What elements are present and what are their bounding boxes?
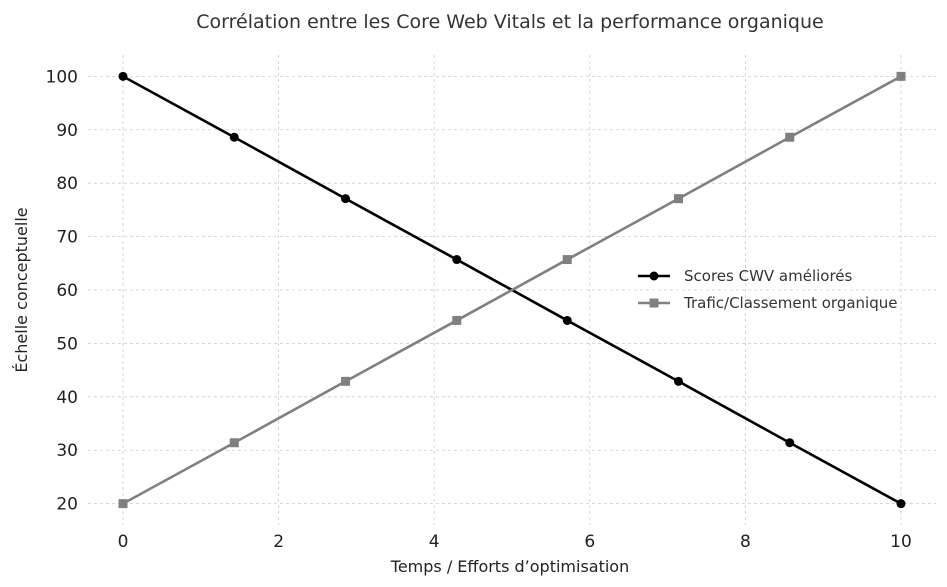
- y-axis-ticks: 20 30 40 50 60 70 80 90 100: [46, 67, 78, 514]
- data-point: [673, 194, 683, 204]
- data-point: [341, 376, 351, 386]
- legend-item: Scores CWV améliorés: [638, 267, 853, 285]
- y-tick-label: 40: [56, 388, 78, 408]
- x-tick-label: 2: [273, 532, 284, 552]
- data-point: [785, 132, 795, 142]
- data-point: [118, 499, 128, 509]
- legend-item: Trafic/Classement organique: [638, 294, 897, 312]
- y-tick-label: 60: [56, 281, 78, 301]
- data-point: [562, 315, 572, 325]
- x-tick-label: 0: [118, 532, 129, 552]
- legend-label: Scores CWV améliorés: [684, 267, 853, 285]
- legend-marker: [649, 271, 659, 281]
- series-layer: [118, 71, 906, 509]
- x-tick-label: 4: [429, 532, 440, 552]
- y-axis-label: Échelle conceptuelle: [12, 207, 31, 372]
- chart-title: Corrélation entre les Core Web Vitals et…: [196, 11, 823, 33]
- x-axis-label: Temps / Efforts d’optimisation: [390, 557, 629, 576]
- data-point: [562, 255, 572, 265]
- x-tick-label: 10: [890, 532, 912, 552]
- data-point: [452, 255, 462, 265]
- data-point: [673, 376, 683, 386]
- data-point: [785, 438, 795, 448]
- y-tick-label: 80: [56, 174, 78, 194]
- y-tick-label: 90: [56, 121, 78, 141]
- y-tick-label: 100: [46, 67, 78, 87]
- x-tick-label: 6: [584, 532, 595, 552]
- y-tick-label: 50: [56, 334, 78, 354]
- data-point: [229, 132, 239, 142]
- data-point: [118, 71, 128, 81]
- data-point: [452, 315, 462, 325]
- y-tick-label: 70: [56, 228, 78, 248]
- x-axis-ticks: 0 2 4 6 8 10: [118, 532, 912, 552]
- legend: Scores CWV améliorés Trafic/Classement or…: [638, 267, 897, 312]
- grid: [88, 55, 936, 525]
- data-point: [896, 499, 906, 509]
- y-tick-label: 20: [56, 495, 78, 515]
- data-point: [896, 71, 906, 81]
- y-tick-label: 30: [56, 441, 78, 461]
- series-line: [122, 75, 902, 505]
- x-tick-label: 8: [740, 532, 751, 552]
- legend-label: Trafic/Classement organique: [683, 294, 897, 312]
- series-2: [118, 71, 906, 509]
- data-point: [341, 194, 351, 204]
- data-point: [229, 438, 239, 448]
- legend-marker: [649, 298, 659, 308]
